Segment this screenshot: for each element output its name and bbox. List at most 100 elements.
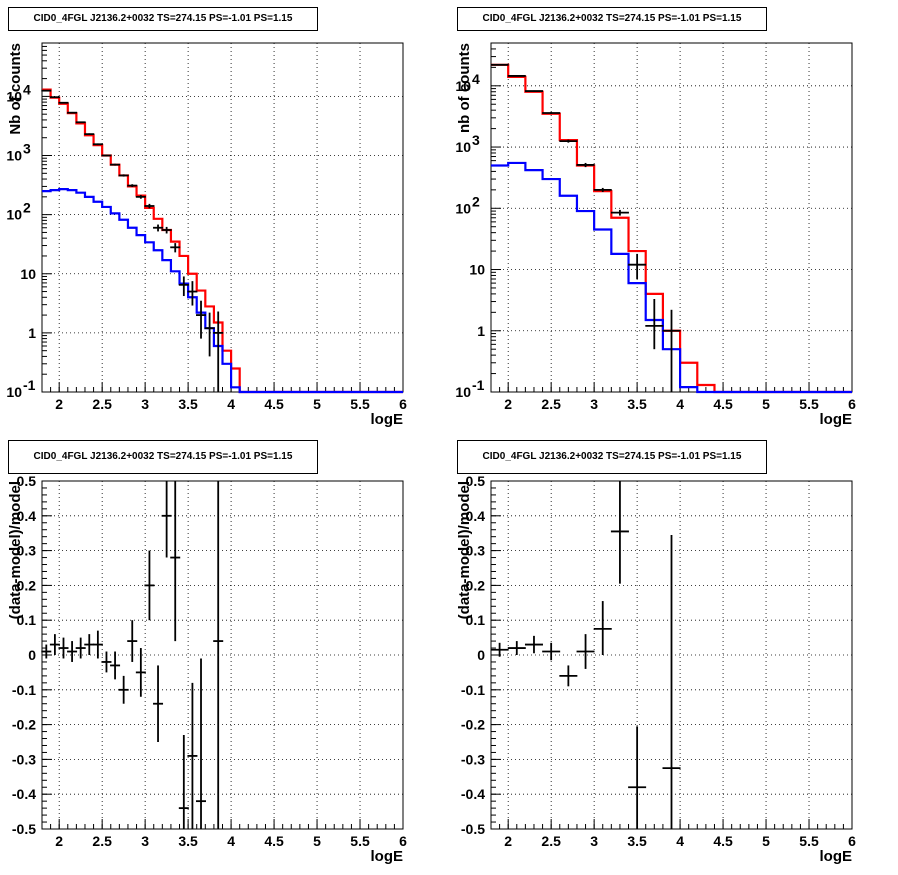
- y-tick-label: -0.1: [461, 682, 485, 698]
- y-tick-label: 10: [455, 200, 471, 216]
- x-tick-label: 4: [227, 396, 235, 412]
- y-tick-label: -0.4: [461, 786, 485, 802]
- data-point: [524, 90, 543, 92]
- y-axis-label: (data-model)/model: [7, 481, 24, 619]
- x-tick-label: 5.5: [350, 396, 370, 412]
- data-point: [178, 276, 189, 297]
- y-tick-label: -0.2: [12, 717, 36, 733]
- x-tick-label: 4: [676, 833, 684, 849]
- y-tick-label: -0.3: [12, 751, 36, 767]
- data-point: [75, 637, 86, 659]
- x-tick-label: 5: [313, 396, 321, 412]
- y-tick-label: 1: [477, 323, 485, 339]
- x-tick-label: 5.5: [350, 833, 370, 849]
- x-tick-label: 4.5: [713, 396, 733, 412]
- y-tick-exponent: -1: [23, 377, 36, 393]
- x-axis-label: logE: [820, 848, 853, 865]
- y-tick-label: 0.5: [466, 473, 486, 489]
- data-point: [118, 675, 129, 704]
- y-tick-label: 1: [28, 325, 36, 341]
- data-point: [213, 481, 224, 829]
- y-tick-label: 0.1: [17, 612, 37, 628]
- data-point: [161, 481, 172, 558]
- panel-top-left: 2 2.5 3 3.5 4 4.5 5 5.5 6 10 -1 1 10 10 2 10 3 10 4 logE Nb …: [0, 0, 449, 437]
- data-point: [101, 651, 112, 673]
- x-tick-label: 5: [762, 833, 770, 849]
- data-point: [127, 184, 138, 188]
- y-tick-exponent: 2: [23, 200, 31, 216]
- data-point: [153, 224, 164, 232]
- data-point: [144, 550, 155, 621]
- x-tick-label: 6: [399, 833, 407, 849]
- y-tick-label: 10: [455, 384, 471, 400]
- x-tick-label: 2: [55, 833, 63, 849]
- data-point: [213, 311, 224, 392]
- x-tick-label: 3.5: [627, 833, 647, 849]
- x-tick-label: 3.5: [178, 396, 198, 412]
- x-axis-label: logE: [820, 411, 853, 428]
- y-tick-label: 0.3: [17, 543, 37, 559]
- x-tick-label: 3: [141, 396, 149, 412]
- data-point: [490, 642, 509, 657]
- data-point: [645, 299, 664, 350]
- data-point: [187, 281, 198, 306]
- x-tick-label: 2: [504, 833, 512, 849]
- y-tick-exponent: 3: [472, 132, 480, 148]
- y-tick-label: 10: [6, 148, 22, 164]
- x-tick-label: 3: [590, 833, 598, 849]
- data-point: [559, 139, 578, 143]
- y-tick-label: 10: [469, 262, 485, 278]
- x-tick-label: 2: [55, 396, 63, 412]
- y-tick-label: -0.3: [461, 751, 485, 767]
- x-tick-label: 4: [676, 396, 684, 412]
- x-tick-label: 6: [848, 833, 856, 849]
- x-tick-label: 4.5: [264, 396, 284, 412]
- data-point: [170, 481, 181, 642]
- histogram-series: [42, 188, 403, 394]
- y-tick-label: -0.5: [12, 821, 36, 837]
- y-tick-exponent: -1: [472, 377, 485, 393]
- y-tick-label: 0.5: [17, 473, 37, 489]
- data-point: [135, 195, 146, 199]
- residual-plot-right: 2 2.5 3 3.5 4 4.5 5 5.5 6 -0.5 -0.4 -0.3 -0.2 -0.1 0 0.…: [456, 473, 856, 865]
- y-tick-label: 0: [477, 647, 485, 663]
- y-tick-label: 0.4: [17, 508, 37, 524]
- data-point: [84, 133, 95, 136]
- data-point: [610, 481, 629, 584]
- y-tick-label: 10: [6, 88, 22, 104]
- data-point: [153, 665, 164, 742]
- y-tick-label: 0.3: [466, 543, 486, 559]
- plot-title: CID0_4FGL J2136.2+0032 TS=274.15 PS=-1.0…: [457, 440, 767, 474]
- y-tick-label: 10: [455, 139, 471, 155]
- data-point: [178, 735, 189, 829]
- data-point: [196, 658, 207, 829]
- panel-top-right: 2 2.5 3 3.5 4 4.5 5 5.5 6 10 -1 1 10 10 2 10 3 10 4 logE nb …: [449, 0, 898, 437]
- y-tick-exponent: 3: [23, 141, 31, 157]
- data-point: [41, 89, 52, 92]
- x-tick-label: 3.5: [627, 396, 647, 412]
- y-tick-label: 0.1: [466, 612, 486, 628]
- y-tick-label: 0.2: [466, 577, 486, 593]
- y-tick-label: -0.5: [461, 821, 485, 837]
- data-point: [92, 630, 103, 659]
- data-point: [576, 634, 595, 669]
- data-point: [170, 243, 181, 253]
- data-point: [84, 634, 95, 655]
- data-point: [593, 187, 612, 192]
- data-point: [542, 642, 561, 661]
- x-tick-label: 6: [399, 396, 407, 412]
- x-tick-label: 5: [762, 396, 770, 412]
- x-tick-label: 2.5: [541, 833, 561, 849]
- y-tick-label: 0.2: [17, 577, 37, 593]
- x-tick-label: 3.5: [178, 833, 198, 849]
- y-tick-exponent: 4: [472, 71, 480, 87]
- y-axis-label: (data-model)/model: [456, 481, 473, 619]
- data-point: [507, 641, 526, 655]
- x-axis-label: logE: [371, 848, 404, 865]
- x-tick-label: 5: [313, 833, 321, 849]
- y-tick-label: -0.4: [12, 786, 36, 802]
- data-point: [490, 63, 509, 66]
- y-tick-label: 10: [6, 207, 22, 223]
- data-point: [662, 309, 681, 392]
